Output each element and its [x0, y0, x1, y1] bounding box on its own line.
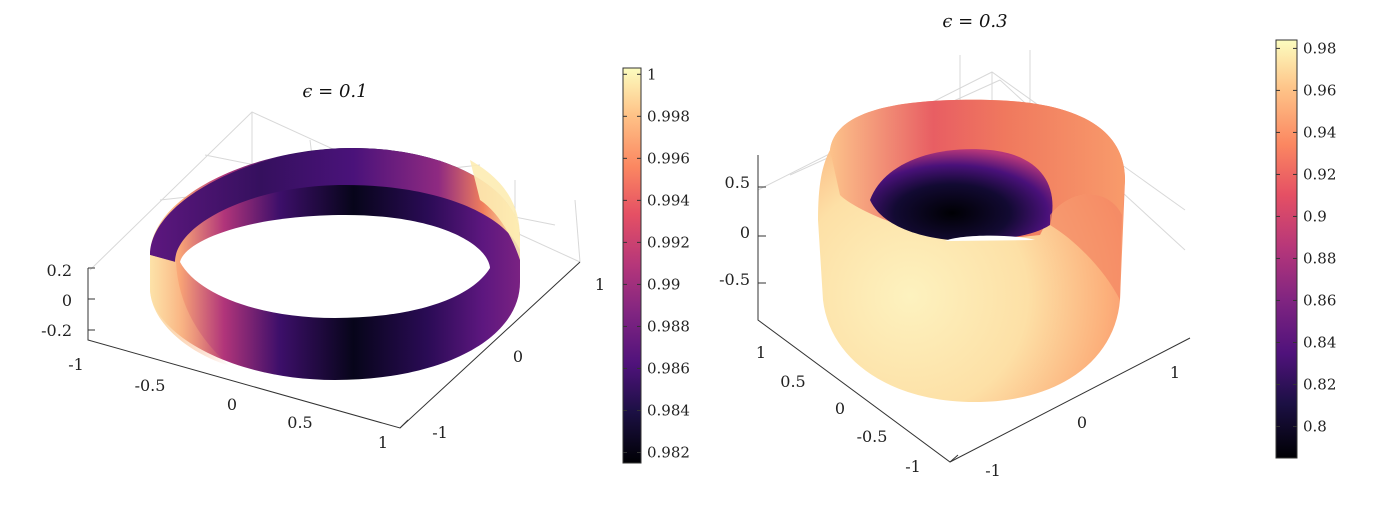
x-tick: -1	[68, 355, 84, 374]
colorbar-tick-label: 0.98	[1303, 39, 1336, 57]
colorbar-tick-label: 0.9	[1303, 207, 1327, 225]
left-axes	[87, 261, 581, 429]
colorbar-tick-label: 0.82	[1303, 375, 1336, 393]
colorbar-tick-label: 0.99	[647, 275, 680, 293]
colorbar-tick-label: 0.84	[1303, 333, 1336, 351]
torus-surface	[818, 99, 1125, 402]
z-tick: -0.2	[41, 321, 72, 340]
colorbar-tick-label: 0.88	[1303, 249, 1336, 267]
colorbar-tick-label: 0.86	[1303, 291, 1336, 309]
y-tick: -1	[432, 423, 448, 442]
left-title: ϵ = 0.1	[302, 81, 367, 102]
left-colorbar: 1 0.998 0.996 0.994 0.992 0.99 0.988 0.986 0.984…	[622, 65, 690, 464]
left-plot: 0.2 0 -0.2 -1 -0.5 0 0.5 1 -1 0 1 ϵ = 0.…	[41, 65, 690, 464]
y-tick: 1	[1170, 363, 1180, 382]
colorbar-tick-label: 0.988	[647, 317, 690, 335]
ring-surface	[150, 148, 520, 380]
colorbar-tick-label: 0.8	[1303, 417, 1327, 435]
x-tick: 0	[227, 395, 237, 414]
z-tick: 0	[740, 223, 750, 242]
x-tick: -0.5	[135, 376, 166, 395]
y-tick: 1	[595, 275, 605, 294]
colorbar-tick-label: 0.992	[647, 233, 690, 251]
right-plot: 0.5 0 -0.5 -1 -0.5 0 0.5 1 -1 0 1 ϵ = 0.…	[719, 11, 1336, 480]
colorbar-tick-label: 1	[647, 65, 657, 83]
colorbar-tick-label: 0.994	[647, 191, 690, 209]
z-tick: 0	[62, 291, 72, 310]
colorbar-tick-label: 0.984	[647, 401, 690, 419]
right-y-ticks: -1 0 1	[985, 363, 1180, 480]
y-tick: 0	[513, 347, 523, 366]
colorbar-tick-label: 0.996	[647, 149, 690, 167]
z-tick: -0.5	[719, 270, 750, 289]
colorbar-tick-label: 0.94	[1303, 123, 1336, 141]
z-tick: 0.2	[47, 261, 72, 280]
right-x-ticks: -1 -0.5 0 0.5 1	[756, 343, 921, 476]
z-tick: 0.5	[725, 173, 750, 192]
right-axes	[757, 155, 1191, 463]
x-tick: 0.5	[287, 413, 312, 432]
colorbar-tick-label: 0.982	[647, 443, 690, 461]
y-tick: -1	[985, 461, 1001, 480]
colorbar-tick-label: 0.92	[1303, 165, 1336, 183]
x-tick: 1	[378, 433, 388, 452]
left-z-ticks: 0.2 0 -0.2	[41, 261, 72, 340]
right-z-ticks: 0.5 0 -0.5	[719, 173, 750, 289]
x-tick: 0	[835, 399, 845, 418]
right-title: ϵ = 0.3	[942, 11, 1007, 32]
colorbar-tick-label: 0.96	[1303, 81, 1336, 99]
left-y-ticks: -1 0 1	[432, 275, 605, 442]
left-x-ticks: -1 -0.5 0 0.5 1	[68, 355, 388, 452]
right-colorbar: 0.98 0.96 0.94 0.92 0.9 0.88 0.86 0.84 0.82 0.8	[1275, 39, 1336, 459]
colorbar-tick-label: 0.998	[647, 107, 690, 125]
x-tick: 0.5	[780, 372, 805, 391]
x-tick: 1	[756, 343, 766, 362]
x-tick: -1	[905, 457, 921, 476]
x-tick: -0.5	[857, 427, 888, 446]
colorbar-tick-label: 0.986	[647, 359, 690, 377]
y-tick: 0	[1077, 413, 1087, 432]
